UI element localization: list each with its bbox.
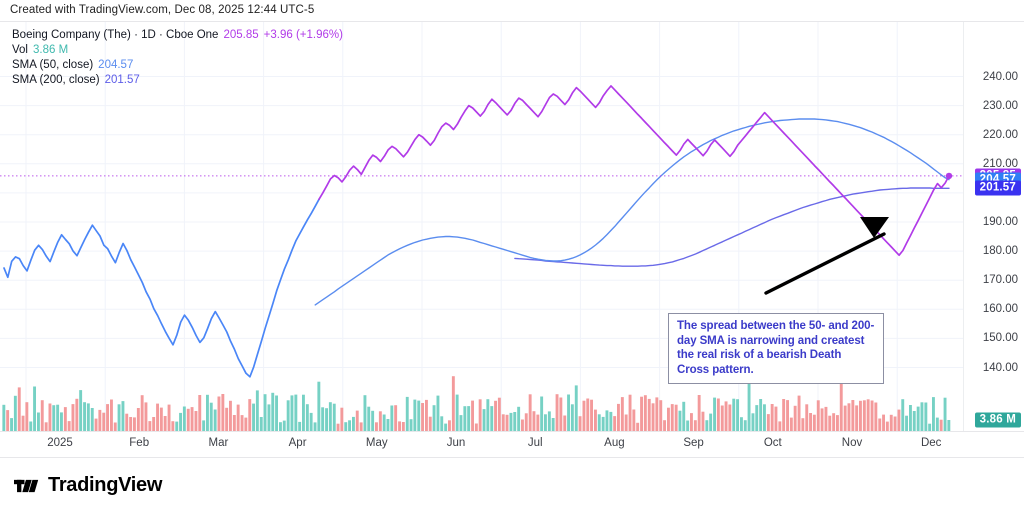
time-tick-sep: Sep (683, 437, 704, 449)
legend-price-change: +3.96 (+1.96%) (263, 29, 343, 41)
time-tick-feb: Feb (129, 437, 150, 449)
annotation-textbox[interactable]: The spread between the 50- and 200-day S… (668, 313, 884, 384)
price-scale-axis[interactable]: 240.00 230.00 220.00 210.00 190.00 180.00 170.… (963, 22, 1024, 431)
legend-symbol-row[interactable]: Boeing Company (The) · 1D · Cboe One 205… (12, 28, 343, 43)
chart-legend: Boeing Company (The) · 1D · Cboe One 205… (12, 28, 343, 88)
price-tick-230: 230.00 (982, 99, 1018, 112)
chart-frame[interactable]: The spread between the 50- and 200-day S… (0, 21, 1024, 432)
time-tick-aug: Aug (604, 437, 625, 449)
time-tick-jul: Jul (527, 437, 543, 449)
legend-sma50-value: 204.57 (98, 59, 134, 71)
time-tick-dec: Dec (920, 437, 942, 449)
price-tick-180: 180.00 (982, 245, 1018, 258)
legend-last-price: 205.85 (223, 29, 259, 41)
price-tick-170: 170.00 (982, 274, 1018, 287)
sma200-badge[interactable]: 201.57 (974, 180, 1021, 196)
chart-plot-area[interactable] (0, 22, 963, 431)
legend-sma50-row[interactable]: SMA (50, close) 204.57 (12, 58, 343, 73)
price-tick-190: 190.00 (982, 216, 1018, 228)
tradingview-logo-text: TradingView (48, 474, 163, 496)
price-tick-140: 140.00 (982, 361, 1018, 374)
legend-sma200-label: SMA (200, close) (12, 74, 100, 86)
legend-volume-value: 3.86 M (33, 44, 69, 56)
tradingview-logo-icon (14, 479, 39, 492)
price-tick-240: 240.00 (982, 70, 1018, 83)
legend-sma200-value: 201.57 (104, 74, 140, 86)
time-tick-2025: 2025 (47, 437, 73, 449)
price-tick-220: 220.00 (982, 128, 1018, 141)
time-tick-may: May (365, 437, 388, 449)
tradingview-logo: TradingView (14, 474, 162, 497)
legend-sma50-label: SMA (50, close) (12, 59, 94, 71)
price-tick-150: 150.00 (982, 332, 1018, 345)
legend-sma200-row[interactable]: SMA (200, close) 201.57 (12, 73, 343, 88)
time-tick-oct: Oct (763, 437, 782, 449)
legend-symbol: Boeing Company (The) · 1D · Cboe One (12, 29, 219, 41)
price-series-layer (0, 85, 963, 378)
legend-volume-label: Vol (12, 44, 28, 56)
time-scale-axis[interactable]: 2025 Feb Mar Apr May Jun Jul Aug Sep Oct Nov Dec (0, 432, 1024, 458)
volume-badge[interactable]: 3.86 M (974, 412, 1021, 428)
volume-histogram (2, 375, 951, 431)
time-tick-nov: Nov (841, 437, 863, 449)
price-tick-160: 160.00 (982, 303, 1018, 316)
tradingview-attribution: Created with TradingView.com, Dec 08, 20… (10, 4, 315, 16)
time-tick-apr: Apr (288, 437, 307, 449)
chart-gridlines (0, 22, 963, 431)
legend-volume-row[interactable]: Vol 3.86 M (12, 43, 343, 58)
time-tick-mar: Mar (208, 437, 229, 449)
time-tick-jun: Jun (446, 437, 466, 449)
price-tick-210: 210.00 (982, 157, 1018, 170)
annotation-arrow-icon (764, 217, 889, 295)
